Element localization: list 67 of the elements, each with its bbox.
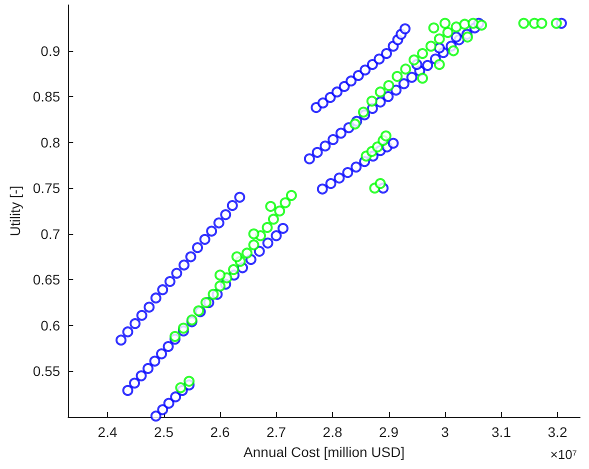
x-tick-label: 2.8 — [322, 424, 342, 440]
x-tick-label: 3 — [441, 424, 450, 440]
point — [350, 118, 361, 130]
point — [434, 33, 445, 44]
point — [476, 20, 488, 31]
point — [550, 18, 562, 29]
point — [231, 251, 242, 262]
point — [175, 382, 186, 394]
point — [374, 86, 386, 98]
point — [366, 96, 378, 107]
point — [242, 248, 253, 259]
point — [462, 32, 474, 43]
point — [459, 18, 470, 30]
x-tick-label: 2.9 — [379, 424, 399, 440]
point — [274, 206, 286, 216]
point — [200, 297, 212, 308]
point — [408, 54, 420, 66]
point — [178, 322, 189, 334]
point — [374, 178, 386, 190]
point — [448, 45, 459, 56]
point — [372, 141, 384, 152]
point — [425, 40, 436, 52]
point — [428, 22, 440, 34]
point — [286, 190, 297, 201]
x-tick-label: 3.1 — [492, 424, 512, 440]
point — [380, 130, 392, 142]
point — [268, 214, 279, 225]
y-tick-label: 0.9 — [40, 42, 60, 59]
y-tick-label: 0.75 — [32, 180, 60, 196]
point — [280, 197, 291, 208]
point — [228, 264, 240, 276]
x-tick-label: 2.6 — [210, 424, 230, 440]
text: ×10⁷ — [550, 447, 578, 462]
point — [468, 18, 479, 29]
point — [400, 64, 412, 75]
point — [450, 21, 462, 32]
point — [392, 70, 403, 82]
point — [265, 200, 276, 212]
y-tick-label: 0.6 — [40, 317, 60, 334]
point — [417, 48, 428, 60]
point — [434, 59, 445, 70]
point — [518, 18, 530, 29]
y-tick-label: 0.85 — [32, 88, 60, 105]
x-tick-label: 3.2 — [548, 424, 568, 440]
x-tick-label: 2.5 — [154, 424, 174, 440]
point — [536, 18, 548, 29]
point — [248, 228, 260, 240]
x-tick-label: 2.7 — [266, 424, 286, 440]
point — [358, 106, 369, 118]
point — [442, 26, 454, 38]
point — [383, 80, 394, 92]
point — [417, 72, 428, 84]
point — [440, 18, 451, 29]
point — [170, 330, 181, 342]
x-tick-label: 2.4 — [98, 424, 118, 440]
y-axis-title: Utility [-] — [7, 186, 23, 236]
y-tick-label: 0.55 — [32, 363, 60, 380]
x-axis-title: Annual Cost [million USD] — [244, 444, 405, 460]
point — [184, 376, 195, 387]
y-tick-label: 0.8 — [40, 134, 60, 150]
point — [214, 280, 226, 292]
point — [208, 288, 219, 300]
y-tick-label: 0.65 — [32, 272, 60, 288]
point — [248, 239, 260, 250]
point — [262, 222, 273, 233]
y-tick-label: 0.7 — [40, 226, 60, 242]
point — [214, 270, 226, 281]
